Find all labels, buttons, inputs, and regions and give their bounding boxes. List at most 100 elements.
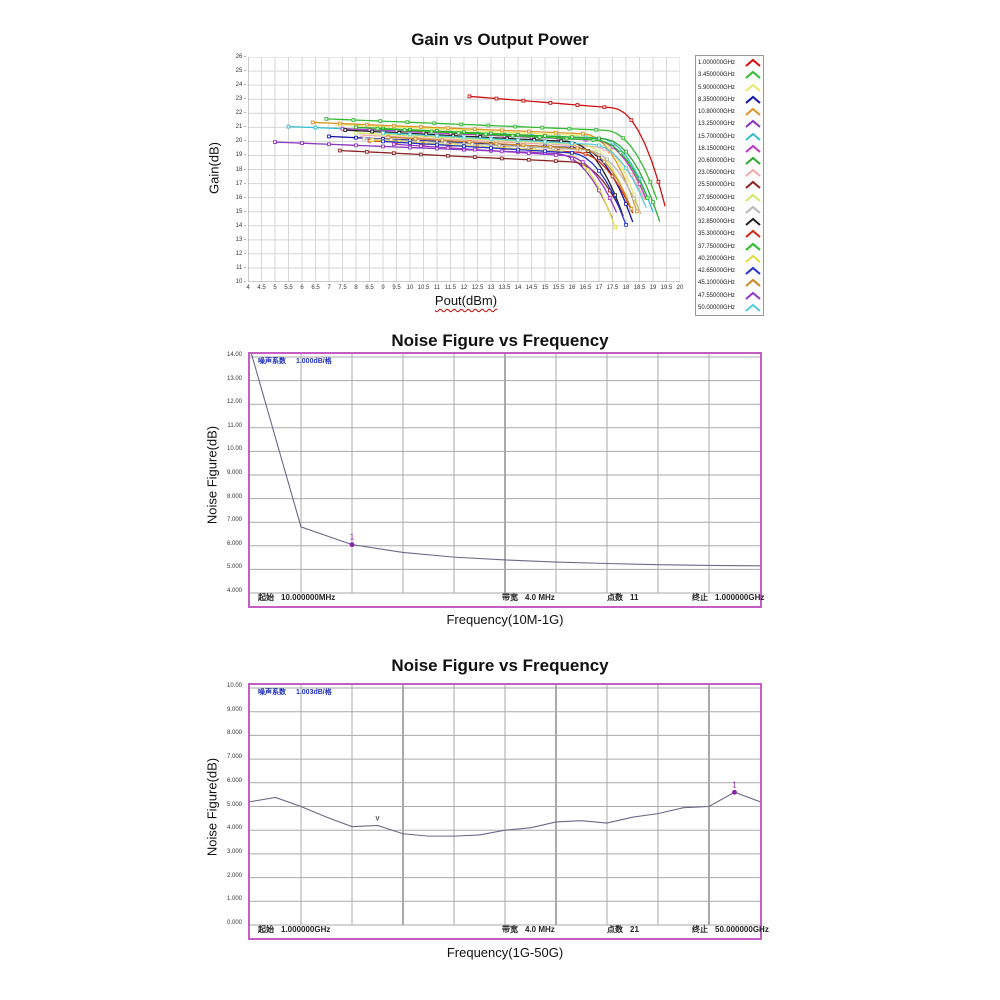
gain-x-tick: 8 <box>354 285 358 291</box>
nf1-chart-y-axis-label: Noise Figure(dB) <box>204 425 220 525</box>
legend-label: 32.85000GHz <box>698 219 736 226</box>
legend-item: 50.00000GHz <box>698 302 761 313</box>
gain-x-tick: 17 <box>595 285 603 291</box>
nf-y-tick: 7.000 <box>226 754 242 761</box>
legend-label: 10.80000GHz <box>698 109 736 116</box>
nf2-scale-value: 1.003dB/格 <box>295 689 332 696</box>
gain-x-tick: 10.5 <box>417 285 430 291</box>
gain-y-tick: 23 - <box>235 96 246 103</box>
nf-y-tick: 0.000 <box>226 920 242 926</box>
legend-label: 27.95000GHz <box>698 194 736 201</box>
gain-x-tick: 13.5 <box>498 285 511 291</box>
nf2-stop-info: 终止 50.000000GHz <box>692 925 769 934</box>
legend-marker-icon <box>745 144 761 153</box>
legend-item: 37.75000GHz <box>698 241 761 252</box>
legend-label: 5.900000GHz <box>698 84 736 91</box>
legend-marker-icon <box>745 266 761 275</box>
gain-x-tick: 6 <box>300 285 304 291</box>
gain-x-tick: 9.5 <box>392 285 401 291</box>
nf-y-tick: 6.000 <box>226 777 242 784</box>
nf-y-tick: 12.00 <box>226 399 242 406</box>
gain-x-tick: 20 <box>676 285 684 291</box>
legend-label: 45.10000GHz <box>698 280 736 287</box>
nf1-chart-title: Noise Figure vs Frequency <box>391 331 609 350</box>
legend-label: 50.00000GHz <box>698 304 736 311</box>
gain-x-tick: 13 <box>487 285 495 291</box>
gain-chart-legend: 1.000000GHz 3.450000GHz 5.900000GHz 8.35000… <box>695 55 764 316</box>
gain-x-tick: 7 <box>327 285 331 291</box>
svg-text:v: v <box>376 813 380 822</box>
legend-label: 20.60000GHz <box>698 157 736 164</box>
gain-y-tick: 24 - <box>235 82 246 89</box>
nf-y-tick: 9.000 <box>226 706 242 713</box>
legend-item: 20.60000GHz <box>698 155 761 166</box>
gain-x-tick: 17.5 <box>606 285 619 291</box>
gain-x-tick: 14.5 <box>525 285 538 291</box>
legend-label: 35.30000GHz <box>698 231 736 238</box>
legend-item: 1.000000GHz <box>698 58 761 69</box>
gain-y-tick: 18 - <box>235 166 246 173</box>
gain-x-tick: 11.5 <box>444 285 457 291</box>
legend-item: 27.95000GHz <box>698 192 761 203</box>
gain-chart-title: Gain vs Output Power <box>411 30 589 49</box>
nf-y-tick: 10.00 <box>226 446 242 453</box>
legend-label: 25.50000GHz <box>698 182 736 189</box>
nf-y-tick: 8.000 <box>226 730 242 737</box>
gain-x-tick: 7.5 <box>338 285 347 291</box>
legend-label: 3.450000GHz <box>698 72 736 79</box>
nf1-scale-annotation: 噪声系数 1.000dB/格 <box>258 356 332 366</box>
nf-y-tick: 14.00 <box>226 352 242 358</box>
nf2-chart-x-axis-label: Frequency(1G-50G) <box>446 945 564 960</box>
legend-item: 35.30000GHz <box>698 229 761 240</box>
gain-chart-plot <box>248 57 680 282</box>
nf1-chart-plot: 1 <box>250 354 760 594</box>
legend-marker-icon <box>745 279 761 288</box>
gain-x-tick: 6.5 <box>311 285 320 291</box>
gain-y-tick: 22 - <box>235 110 246 117</box>
gain-x-tick: 16 <box>568 285 576 291</box>
nf1-chart-x-axis-label: Frequency(10M-1G) <box>446 612 564 627</box>
legend-marker-icon <box>745 303 761 312</box>
legend-marker-icon <box>745 254 761 263</box>
gain-x-tick: 12.5 <box>471 285 484 291</box>
legend-marker-icon <box>745 193 761 202</box>
svg-text:1: 1 <box>350 533 355 542</box>
gain-y-tick: 20 - <box>235 138 246 145</box>
gain-y-tick: 15 - <box>235 208 246 215</box>
gain-y-tick: 13 - <box>235 236 246 243</box>
nf-y-tick: 13.00 <box>226 375 242 382</box>
gain-x-tick: 4.5 <box>257 285 266 291</box>
legend-label: 23.05000GHz <box>698 170 736 177</box>
nf1-start-info: 起始 10.000000MHz <box>258 593 336 602</box>
legend-marker-icon <box>745 156 761 165</box>
gain-x-tick: 18.5 <box>633 285 646 291</box>
nf-y-tick: 8.000 <box>226 493 242 500</box>
legend-marker-icon <box>745 181 761 190</box>
gain-y-tick: 10 - <box>235 279 246 285</box>
nf-y-tick: 4.000 <box>226 825 242 832</box>
legend-item: 5.900000GHz <box>698 82 761 93</box>
gain-y-tick: 17 - <box>235 180 246 187</box>
gain-x-tick: 15 <box>541 285 549 291</box>
gain-chart-x-axis-label: Pout(dBm) <box>434 293 498 308</box>
legend-label: 30.40000GHz <box>698 206 736 213</box>
nf1-bandwidth-info: 带宽 4.0 MHz <box>502 593 555 602</box>
legend-item: 32.85000GHz <box>698 217 761 228</box>
gain-x-tick: 5 <box>273 285 277 291</box>
nf-y-tick: 5.000 <box>226 564 242 571</box>
legend-marker-icon <box>745 119 761 129</box>
gain-y-tick: 12 - <box>235 250 246 257</box>
gain-x-tick: 15.5 <box>552 285 565 291</box>
gain-y-tick: 26 - <box>235 54 246 60</box>
gain-x-tick: 11 <box>433 285 441 291</box>
legend-label: 13.25000GHz <box>698 121 736 128</box>
gain-x-tick: 16.5 <box>579 285 592 291</box>
gain-chart-y-axis-label: Gain(dB) <box>206 141 222 195</box>
legend-item: 42.65000GHz <box>698 266 761 277</box>
nf-y-tick: 9.000 <box>226 470 242 476</box>
gain-x-tick: 10 <box>406 285 414 291</box>
nf-y-tick: 7.000 <box>226 517 242 524</box>
legend-marker-icon <box>745 168 761 177</box>
